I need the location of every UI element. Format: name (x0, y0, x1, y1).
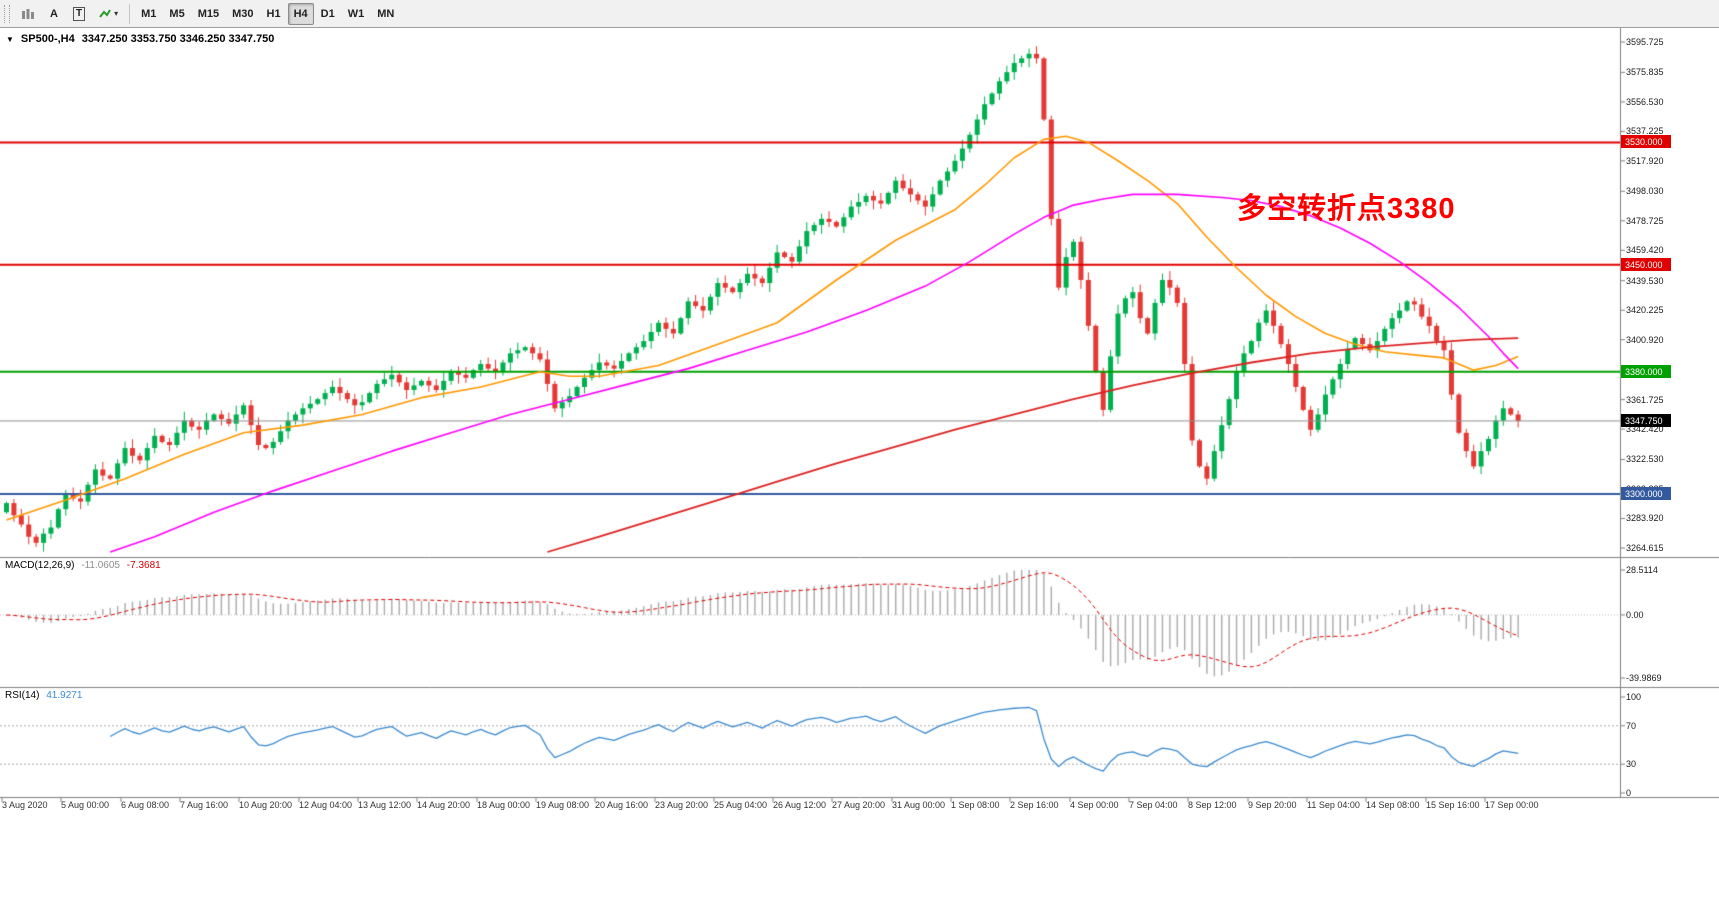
rsi-axis-label: 0 (1626, 788, 1632, 798)
timeframe-m30-button[interactable]: M30 (226, 3, 259, 25)
price-axis-label: 3459.420 (1626, 245, 1664, 256)
time-axis-label: 25 Aug 04:00 (714, 800, 768, 810)
time-axis-label: 26 Aug 12:00 (773, 800, 827, 810)
trend-arrow-icon (99, 8, 111, 18)
time-axis-label: 27 Aug 20:00 (832, 800, 886, 810)
price-axis-label: 3342.420 (1626, 424, 1664, 435)
text-a-icon: A (50, 7, 58, 20)
timeframe-w1-button[interactable]: W1 (342, 3, 371, 25)
time-axis-label: 7 Sep 04:00 (1129, 800, 1178, 810)
symbol-timeframe-label: SP500-,H4 (20, 33, 75, 45)
macd-signal-value: -7.3681 (126, 560, 161, 571)
price-axis-label: 3400.920 (1626, 334, 1664, 345)
timeframe-m5-button[interactable]: M5 (163, 3, 190, 25)
time-axis-label: 18 Aug 00:00 (477, 800, 531, 810)
ohlc-values: 3347.250 3353.750 3346.250 3347.750 (81, 33, 275, 45)
time-axis-label: 10 Aug 20:00 (239, 800, 293, 810)
macd-main-value: -11.0605 (81, 560, 120, 571)
timeframe-m15-button[interactable]: M15 (192, 3, 225, 25)
time-axis-label: 15 Sep 16:00 (1426, 800, 1480, 810)
timeframe-m1-button[interactable]: M1 (135, 3, 162, 25)
price-axis-label: 3498.030 (1626, 186, 1664, 197)
time-axis-label: 7 Aug 16:00 (180, 800, 229, 810)
macd-label: MACD(12,26,9) -11.0605 -7.3681 (5, 560, 161, 571)
time-axis-label: 2 Sep 16:00 (1010, 800, 1059, 810)
time-axis-label: 12 Aug 04:00 (299, 800, 353, 810)
timeframe-h1-button[interactable]: H1 (261, 3, 287, 25)
time-axis-label: 3 Aug 2020 (2, 800, 48, 810)
price-level-tag[interactable]: 3450.000 (1621, 257, 1671, 271)
time-axis-label: 14 Sep 08:00 (1366, 800, 1420, 810)
rsi-axis-label: 100 (1626, 692, 1642, 702)
time-axis-label: 19 Aug 08:00 (536, 800, 590, 810)
price-axis-label: 3478.725 (1626, 215, 1664, 226)
price-axis-label: 3439.530 (1626, 275, 1664, 286)
annotation-text[interactable]: 多空转折点3380 (1237, 193, 1456, 225)
price-axis-label: 3361.725 (1626, 394, 1664, 405)
price-axis-label: 3575.835 (1626, 67, 1664, 78)
main-toolbar: A T ▾ M1 M5 M15 M30 H1 H4 D1 W1 MN (0, 0, 1719, 28)
time-axis-label: 13 Aug 12:00 (358, 800, 412, 810)
timeframe-d1-button[interactable]: D1 (315, 3, 341, 25)
rsi-name: RSI(14) (5, 690, 40, 701)
price-level-tag[interactable]: 3300.000 (1621, 486, 1671, 500)
rsi-axis-label: 30 (1626, 759, 1637, 770)
time-axis-label: 1 Sep 08:00 (951, 800, 1000, 810)
price-level-tag[interactable]: 3380.000 (1621, 364, 1671, 378)
macd-axis-label: 28.5114 (1626, 565, 1658, 575)
price-level-tag[interactable]: 3530.000 (1621, 135, 1671, 149)
macd-axis-label: 0.00 (1626, 609, 1644, 620)
objects-dropdown-button[interactable]: ▾ (92, 3, 124, 25)
chart-type-button[interactable] (15, 3, 41, 25)
price-axis-label: 3556.530 (1626, 96, 1664, 107)
macd-name: MACD(12,26,9) (5, 560, 75, 571)
price-axis-label: 3537.225 (1626, 126, 1664, 137)
time-axis-label: 9 Sep 20:00 (1248, 800, 1297, 810)
textbox-tool-button[interactable]: T (67, 3, 91, 25)
timeframe-h4-button[interactable]: H4 (287, 2, 314, 25)
time-axis-label: 6 Aug 08:00 (121, 800, 170, 810)
chart-title: ▼ SP500-,H4 3347.250 3353.750 3346.250 3… (6, 33, 274, 45)
toolbar-separator (129, 3, 131, 24)
quick-trade-arrow-icon[interactable]: ▼ (6, 34, 14, 44)
time-axis-label: 11 Sep 04:00 (1307, 800, 1360, 810)
rsi-label: RSI(14) 41.9271 (5, 690, 82, 701)
timeframe-mn-button[interactable]: MN (371, 3, 400, 25)
rsi-value: 41.9271 (46, 690, 83, 701)
time-axis-label: 5 Aug 00:00 (61, 800, 110, 810)
time-axis-label: 8 Sep 12:00 (1188, 800, 1237, 810)
time-axis-label: 31 Aug 00:00 (892, 800, 946, 810)
bars-icon (22, 8, 34, 19)
price-axis-label: 3420.225 (1626, 305, 1664, 316)
text-t-icon: T (73, 6, 86, 21)
time-axis-label: 17 Sep 00:00 (1485, 800, 1539, 810)
current-price-tag: 3347.750 (1621, 413, 1671, 427)
price-axis-label: 3595.725 (1626, 37, 1664, 47)
toolbar-grip[interactable] (4, 4, 10, 23)
price-axis-label: 3517.920 (1626, 155, 1664, 166)
time-axis-label: 20 Aug 16:00 (595, 800, 649, 810)
rsi-axis-label: 70 (1626, 720, 1637, 731)
macd-axis-label: -39.9869 (1626, 673, 1662, 683)
price-axis-label: 3283.920 (1626, 513, 1664, 524)
time-axis-label: 23 Aug 20:00 (655, 800, 709, 810)
price-axis-label: 3264.615 (1626, 543, 1664, 553)
text-tool-button[interactable]: A (42, 3, 66, 25)
price-axis-label: 3322.530 (1626, 454, 1664, 465)
caret-down-icon: ▾ (114, 9, 119, 18)
time-axis-label: 14 Aug 20:00 (417, 800, 471, 810)
time-axis-label: 4 Sep 00:00 (1070, 800, 1119, 810)
